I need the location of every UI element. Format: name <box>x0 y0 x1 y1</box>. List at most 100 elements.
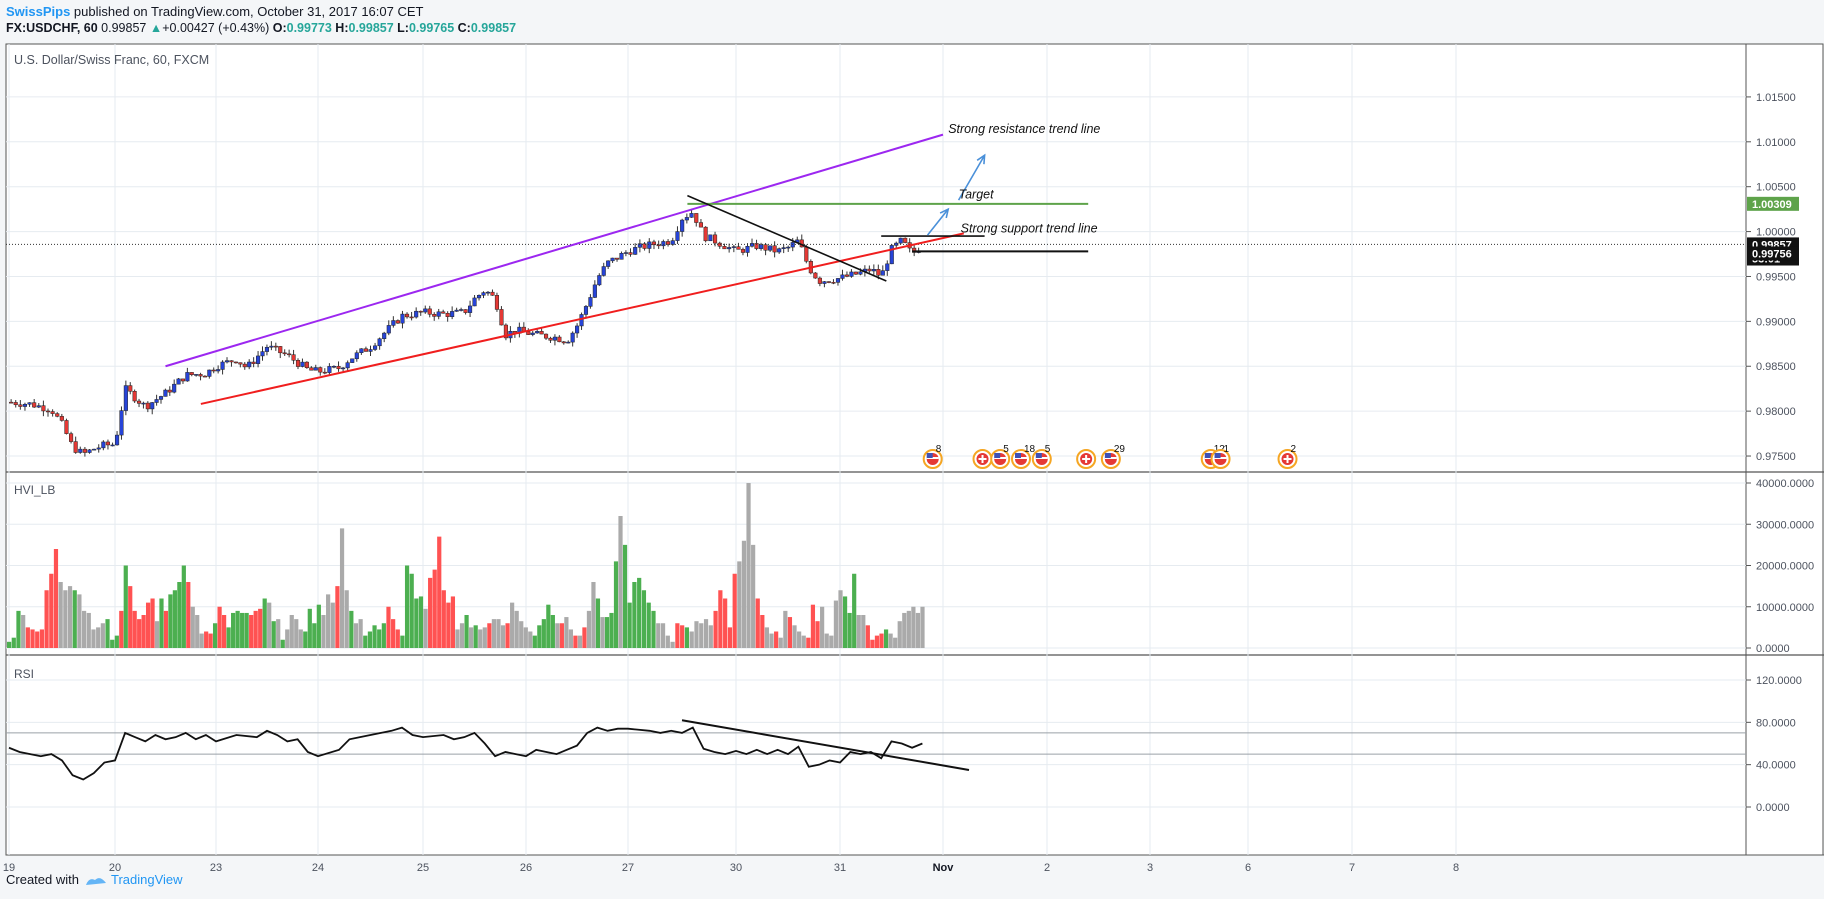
candle-body <box>689 213 694 218</box>
candle-body <box>849 271 854 277</box>
candle-body <box>251 361 256 364</box>
author-link[interactable]: SwissPips <box>6 4 71 19</box>
volume-bar <box>510 602 515 648</box>
ch-flag-event-icon[interactable] <box>1076 449 1097 469</box>
candle <box>251 357 256 368</box>
candle <box>552 334 557 346</box>
volume-bar <box>226 627 231 648</box>
ch-flag-event-icon[interactable] <box>972 449 993 469</box>
y-tick-label: 1.00500 <box>1756 182 1796 194</box>
candle-body <box>548 337 553 341</box>
candle-body <box>666 241 671 245</box>
volume-title: HVI_LB <box>14 483 55 497</box>
candle-body <box>278 346 283 354</box>
tradingview-link[interactable]: TradingView <box>85 872 183 887</box>
x-tick-label: 7 <box>1349 862 1355 874</box>
annotation-label: Strong resistance trend line <box>948 122 1100 136</box>
volume-bar <box>186 582 191 648</box>
volume-bar <box>609 612 614 648</box>
candle <box>92 448 97 451</box>
candle-body <box>727 247 732 250</box>
volume-bar <box>797 631 802 648</box>
volume-bar <box>737 561 742 648</box>
volume-bar <box>330 602 335 648</box>
volume-bar <box>326 594 331 648</box>
volume-bar <box>473 625 478 648</box>
volume-bar <box>613 561 619 648</box>
candle <box>849 269 854 278</box>
us-flag-event-icon[interactable]: 8 <box>922 444 943 469</box>
us-flag-event-icon[interactable]: 29 <box>1100 444 1126 469</box>
candle <box>22 402 28 411</box>
candle <box>592 280 597 299</box>
candle-body <box>82 448 87 453</box>
tradingview-brand: TradingView <box>110 872 183 887</box>
candle <box>185 367 190 382</box>
candle-body <box>110 444 115 447</box>
volume-bar <box>441 590 446 648</box>
candle-body <box>503 324 508 339</box>
candle <box>27 402 32 407</box>
candle-body <box>680 219 685 232</box>
x-tick-label: 3 <box>1147 862 1153 874</box>
volume-bar <box>723 598 728 648</box>
candle <box>666 239 671 247</box>
candle <box>454 307 459 312</box>
candle <box>382 331 387 343</box>
candle <box>377 337 382 350</box>
candle-body <box>623 252 628 254</box>
candle <box>264 344 269 356</box>
volume-bar <box>77 594 82 648</box>
volume-bar <box>21 615 26 648</box>
us-flag-event-icon[interactable]: 1 <box>1210 444 1231 469</box>
volume-bars <box>7 483 925 648</box>
volume-bar <box>637 577 642 648</box>
candle-body <box>619 252 624 260</box>
y-tick-label: 30000.0000 <box>1756 519 1814 531</box>
us-flag-event-icon[interactable]: 5 <box>1031 444 1052 469</box>
candle <box>777 247 782 254</box>
candle <box>880 265 885 276</box>
candle <box>468 300 473 318</box>
candle-body <box>736 246 741 250</box>
candle <box>472 295 477 307</box>
candle <box>82 446 87 457</box>
candle <box>386 320 391 336</box>
volume-bar <box>622 544 628 648</box>
volume-bar <box>212 623 218 648</box>
candle <box>36 403 41 409</box>
volume-bar <box>847 612 852 648</box>
volume-bar <box>564 617 569 648</box>
candle-body <box>759 244 764 249</box>
volume-bar <box>400 635 405 648</box>
volume-bar <box>363 635 368 648</box>
volume-bar <box>235 610 240 648</box>
candle-body <box>119 410 124 436</box>
volume-bar <box>316 604 321 648</box>
volume-bar <box>280 639 285 648</box>
candle-body <box>176 378 181 385</box>
y-tick-label: 40000.0000 <box>1756 478 1814 490</box>
y-tick-label: 0.98000 <box>1756 406 1796 418</box>
candle <box>566 340 571 344</box>
created-with-label: Created with <box>6 872 79 887</box>
candle <box>530 331 535 337</box>
us-flag-event-icon[interactable]: 5 <box>990 444 1011 469</box>
candle-body <box>318 367 323 373</box>
candle <box>400 310 405 329</box>
candle-body <box>575 325 580 334</box>
volume-bar <box>646 602 651 648</box>
x-tick-label: 20 <box>109 862 121 874</box>
candle-body <box>18 404 23 407</box>
candle <box>481 291 486 299</box>
volume-bar <box>641 590 647 648</box>
candle <box>50 409 55 417</box>
candle-body <box>350 358 355 363</box>
candle <box>418 310 423 316</box>
ch-flag-event-icon[interactable]: 2 <box>1277 444 1298 469</box>
low-label: L: <box>397 21 409 35</box>
candle <box>583 305 589 319</box>
volume-bar <box>514 610 519 648</box>
us-flag-event-icon[interactable]: 18 <box>1011 444 1036 469</box>
